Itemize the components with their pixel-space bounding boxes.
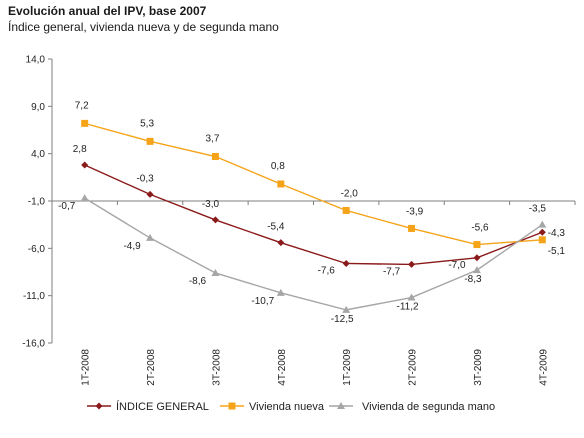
data-label: -7,0 [448,260,466,271]
data-label: -0,3 [136,173,154,184]
data-point [146,233,155,241]
data-label: -8,6 [189,276,207,287]
x-tick-label: 3T-2008 [211,349,222,386]
data-point [80,194,89,202]
y-tick-label: 4,0 [31,149,45,160]
data-point [277,180,285,188]
x-tick-label: 2T-2009 [408,349,419,386]
data-point [211,268,220,276]
y-tick-label: -6,0 [28,244,46,255]
data-label: -5,6 [471,223,489,234]
data-point [277,239,285,247]
data-point [342,206,350,214]
data-label: 2,8 [73,144,87,155]
data-point [211,216,219,224]
y-tick-label: 14,0 [26,55,46,66]
legend-label: Vivienda de segunda mano [362,401,495,413]
data-label: -4,9 [123,241,141,252]
chart-title: Evolución anual del IPV, base 2007 [8,4,207,18]
data-point [538,228,546,236]
data-point [276,288,285,296]
x-tick-label: 3T-2009 [473,349,484,386]
x-tick-label: 1T-2008 [81,349,92,386]
data-label: -2,0 [341,188,359,199]
data-label: -11,2 [397,302,419,313]
series-line-1 [84,122,543,246]
data-point [146,137,154,145]
data-point [407,293,416,301]
data-label: -0,7 [58,201,76,212]
legend-label: ÍNDICE GENERAL [116,400,209,413]
data-point [211,153,219,161]
data-label: -4,3 [548,228,566,239]
series-line-0 [84,164,543,266]
data-point [342,259,350,267]
data-label: -3,0 [202,199,220,210]
data-point [538,236,546,244]
chart-subtitle: Índice general, vivienda nueva y de segu… [8,20,279,34]
data-label: 5,3 [140,118,154,129]
data-point [408,260,416,268]
data-point [146,190,154,198]
data-label: -12,5 [331,314,354,325]
y-tick-label: -16,0 [22,339,45,350]
data-label: -8,3 [464,274,482,285]
legend-marker [95,402,103,410]
legend-marker [228,402,236,410]
data-label: -10,7 [251,296,274,307]
data-label: 3,7 [205,134,219,145]
data-point [473,241,481,249]
data-point [81,119,89,127]
data-label: 0,8 [271,161,285,172]
series-line-2 [84,197,543,311]
data-label: -3,5 [529,204,547,215]
data-point [342,305,351,313]
data-point [472,266,481,274]
data-label: -7,6 [318,265,336,276]
data-label: -7,7 [383,266,401,277]
data-point [408,224,416,232]
x-tick-label: 4T-2009 [538,349,549,386]
data-point [473,254,481,262]
y-tick-label: 9,0 [31,102,45,113]
y-tick-label: -1,0 [28,197,46,208]
data-label: 7,2 [75,100,89,111]
x-tick-label: 4T-2008 [277,349,288,386]
x-tick-label: 1T-2009 [342,349,353,386]
data-point [81,161,89,169]
data-label: -5,1 [548,246,566,257]
x-tick-label: 2T-2008 [146,349,157,386]
legend-label: Vivienda nueva [249,401,325,413]
data-point [538,220,547,228]
y-tick-label: -11,0 [23,291,45,302]
data-label: -3,9 [406,206,424,217]
legend-marker [337,402,345,409]
data-label: -5,4 [267,222,285,233]
